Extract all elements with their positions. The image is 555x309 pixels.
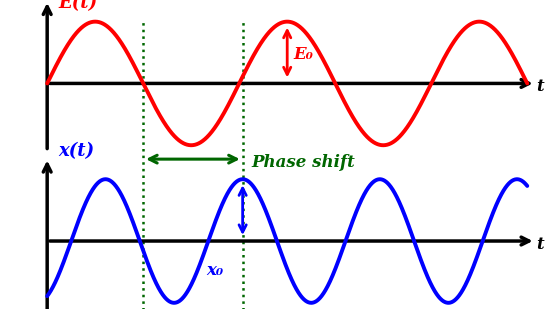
Text: Phase shift: Phase shift [251, 154, 355, 171]
Text: x₀: x₀ [206, 262, 224, 279]
Text: t: t [537, 78, 544, 95]
Text: E(t): E(t) [58, 0, 97, 12]
Text: E₀: E₀ [294, 46, 314, 63]
Text: t: t [537, 236, 544, 253]
Text: x(t): x(t) [58, 142, 94, 160]
